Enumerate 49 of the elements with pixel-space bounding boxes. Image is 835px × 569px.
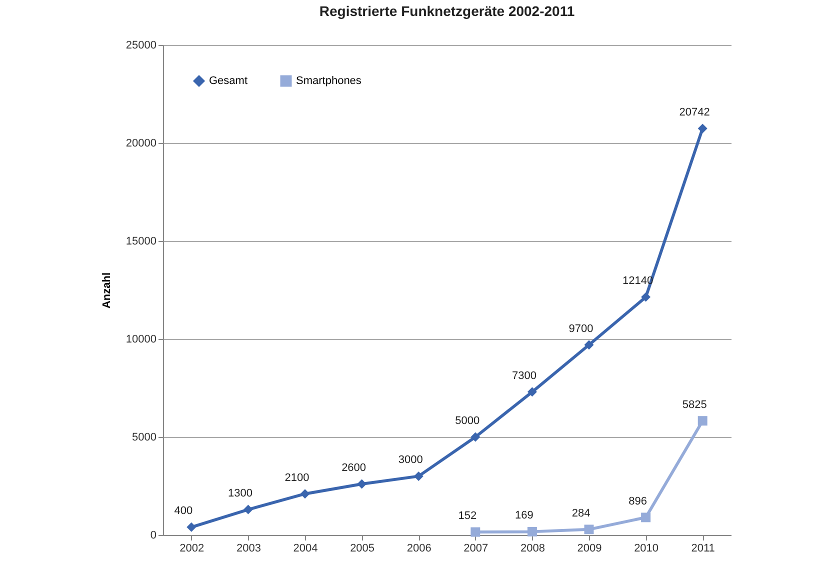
data-label: 2600 xyxy=(342,462,366,474)
data-label: 284 xyxy=(572,507,590,520)
chart-title: Registrierte Funknetzgeräte 2002-2011 xyxy=(319,3,575,19)
point xyxy=(186,522,196,532)
data-label: 5825 xyxy=(682,398,707,411)
point xyxy=(470,527,480,537)
data-label: 400 xyxy=(174,505,193,518)
data-label: 896 xyxy=(628,495,647,508)
y-tick-label: 20000 xyxy=(126,138,156,150)
x-tick-label: 2006 xyxy=(406,542,432,554)
y-tick-label: 0 xyxy=(150,530,156,542)
point xyxy=(584,340,594,350)
data-label: 1300 xyxy=(228,488,252,500)
x-tick-label: 2007 xyxy=(464,542,488,554)
legend-label: Smartphones xyxy=(296,75,362,87)
y-tick-label: 5000 xyxy=(132,432,156,444)
x-tick-label: 2003 xyxy=(236,542,261,554)
point xyxy=(698,124,708,134)
point xyxy=(243,504,253,514)
y-axis-title: Anzahl xyxy=(100,272,113,309)
data-label: 9700 xyxy=(568,322,594,335)
point xyxy=(698,416,708,426)
x-tick-label: 2009 xyxy=(577,542,602,554)
data-label: 169 xyxy=(515,510,534,522)
point xyxy=(527,526,537,536)
x-tick-label: 2008 xyxy=(520,542,545,554)
point xyxy=(357,479,367,489)
point xyxy=(527,387,537,397)
y-tick-label: 25000 xyxy=(126,40,156,52)
data-label: 152 xyxy=(458,510,477,522)
x-tick-label: 2002 xyxy=(180,542,204,554)
point xyxy=(414,471,424,481)
y-tick-label: 10000 xyxy=(126,334,156,346)
point xyxy=(584,524,594,534)
point xyxy=(641,292,651,302)
x-tick-label: 2005 xyxy=(350,542,375,554)
y-tick-label: 15000 xyxy=(126,236,156,248)
point xyxy=(641,512,651,522)
data-label: 3000 xyxy=(398,454,423,466)
data-label: 7300 xyxy=(512,370,536,382)
x-tick-label: 2004 xyxy=(293,542,318,554)
data-label: 2100 xyxy=(284,472,310,484)
x-tick-label: 2010 xyxy=(634,542,659,554)
legend-label: Gesamt xyxy=(209,75,248,87)
point xyxy=(470,432,480,442)
point xyxy=(300,489,310,499)
data-label: 20742 xyxy=(679,106,710,118)
data-label: 5000 xyxy=(455,415,480,427)
x-tick-label: 2011 xyxy=(691,542,715,554)
